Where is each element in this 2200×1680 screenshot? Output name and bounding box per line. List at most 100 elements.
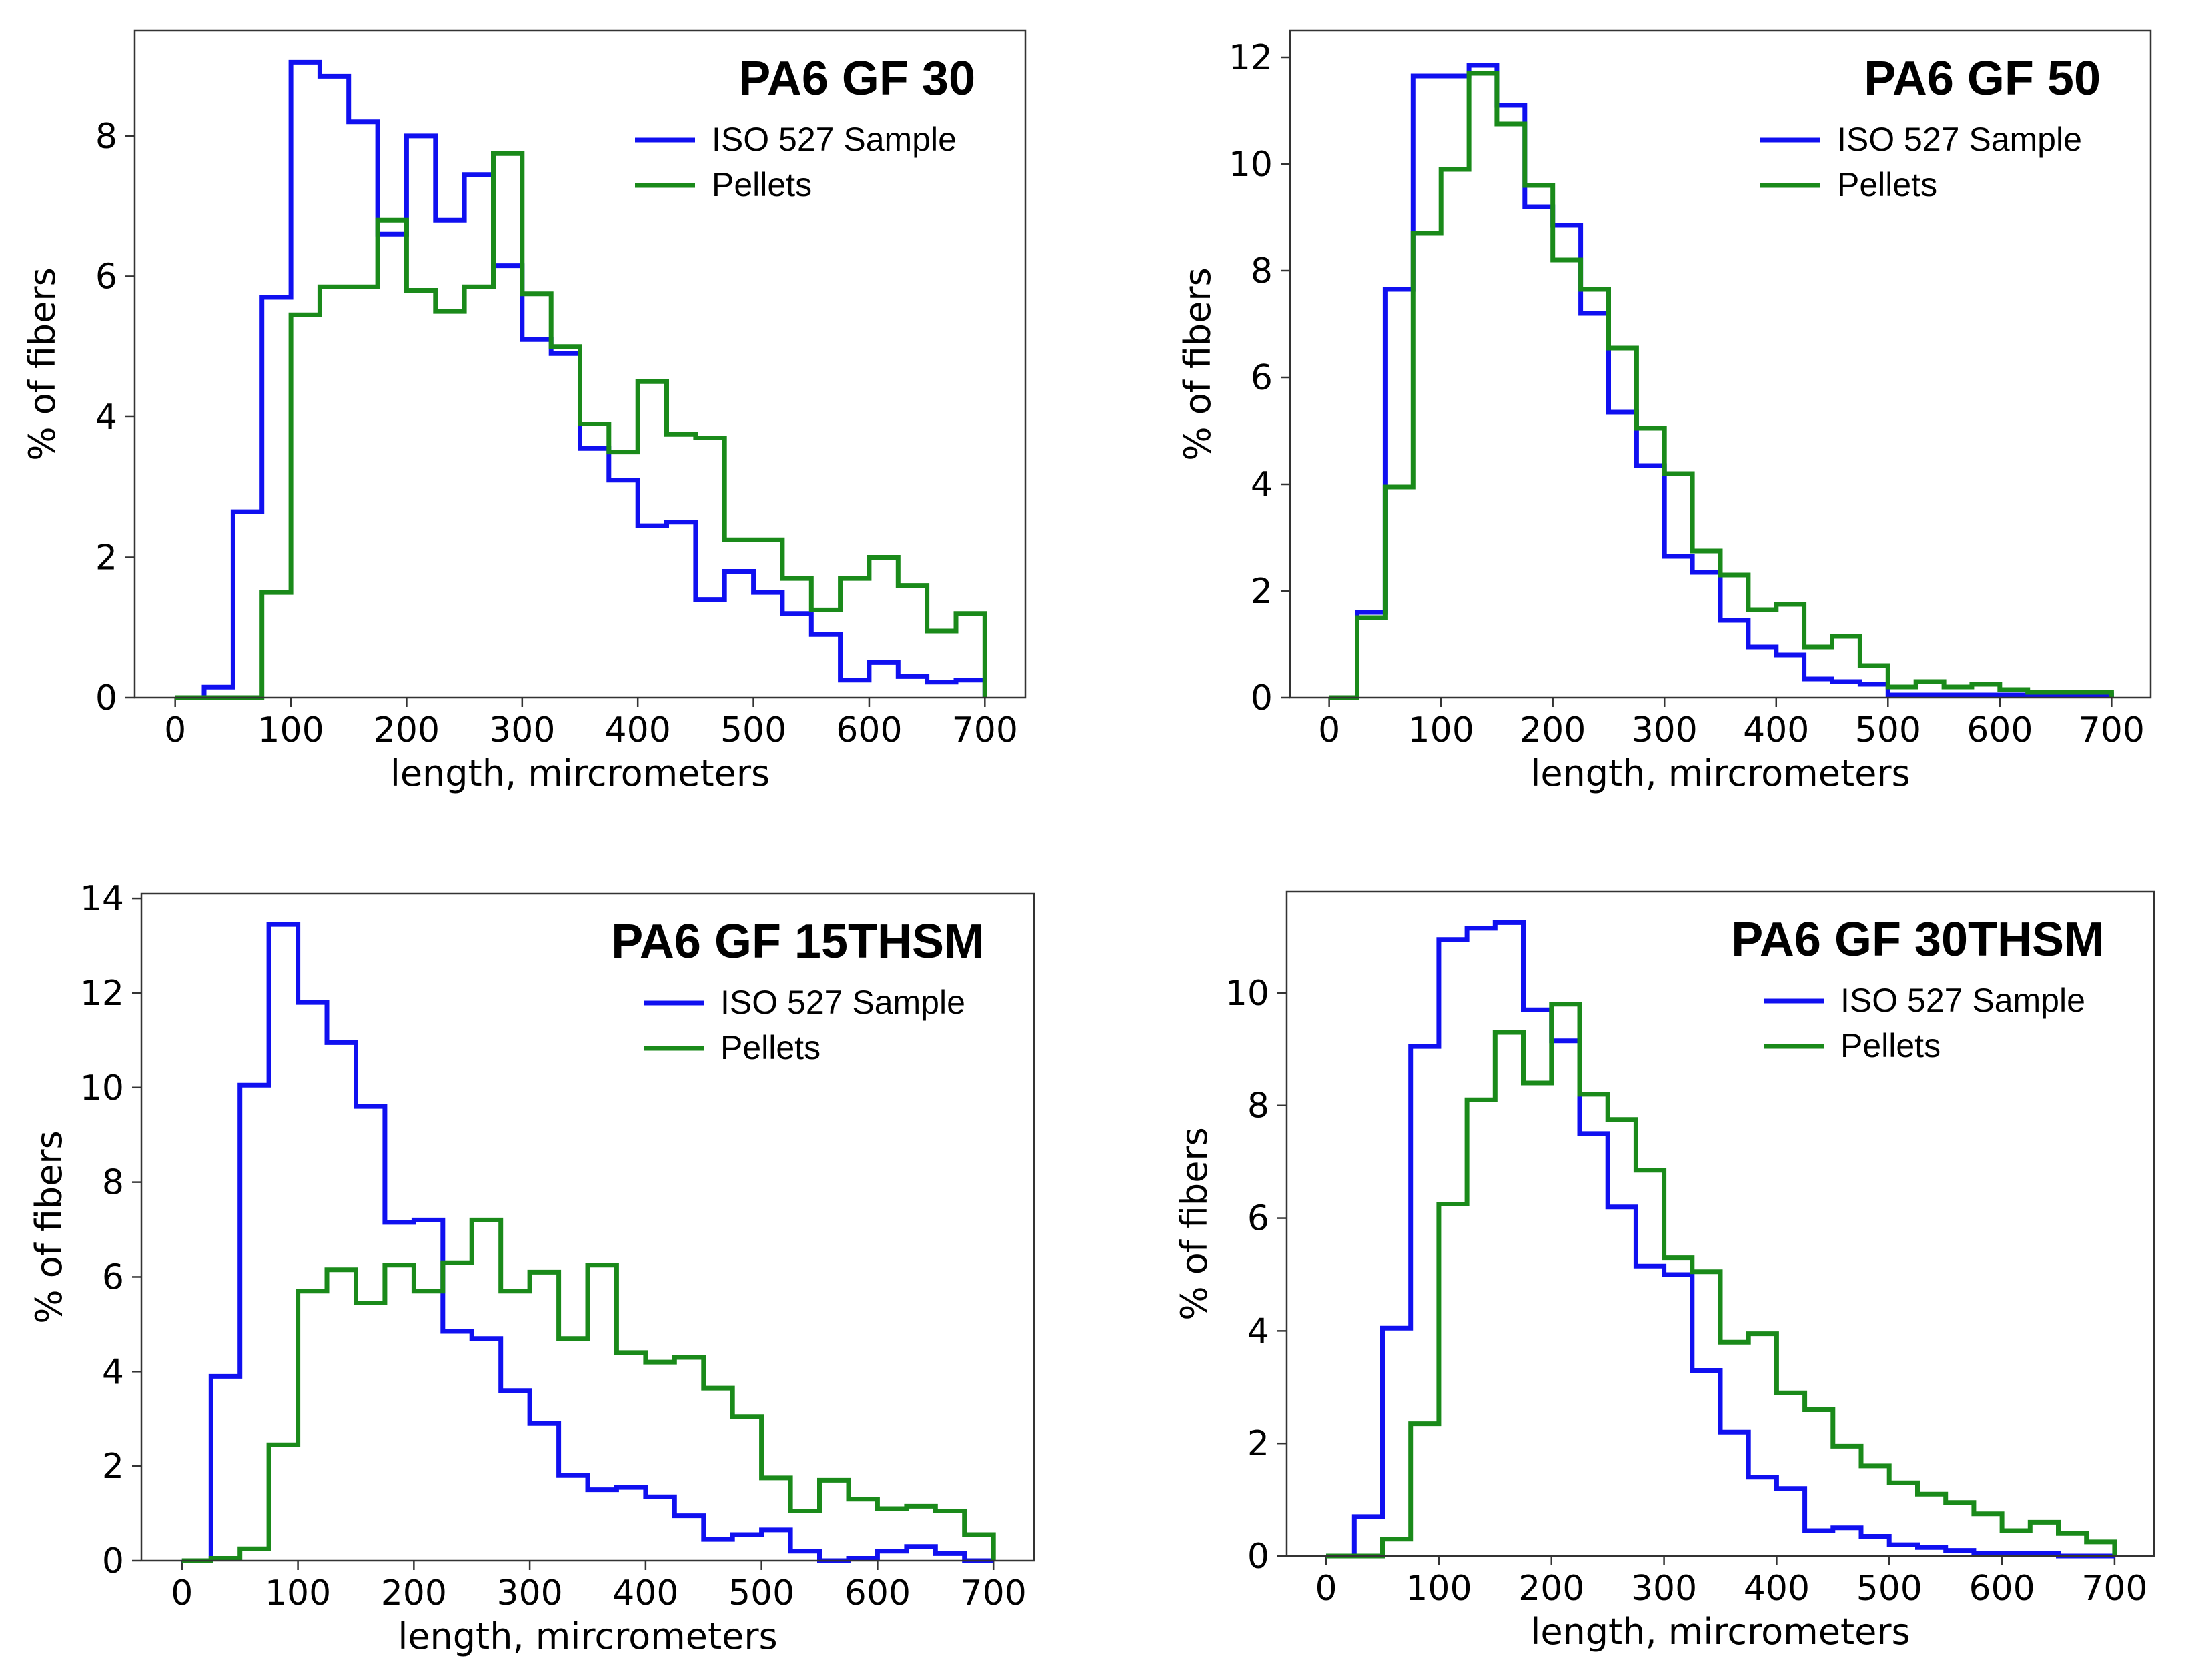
y-tick-label-6: 6 <box>95 257 117 297</box>
y-tick-label-0: 0 <box>102 1541 124 1581</box>
legend-label-pellets: Pellets <box>1837 166 1937 203</box>
y-tick-label-0: 0 <box>1247 1537 1269 1577</box>
chart-title: PA6 GF 50 <box>1864 52 2101 105</box>
x-tick-label-400: 400 <box>612 1573 678 1613</box>
tick-marks <box>1281 56 2113 707</box>
y-tick-label-0: 0 <box>1251 678 1273 718</box>
x-tick-label-600: 600 <box>845 1573 911 1613</box>
series-pellets <box>1326 1002 2117 1559</box>
y-tick-labels: 0 2 4 6 8 10 <box>1225 974 1269 1577</box>
y-tick-label-4: 4 <box>1251 465 1273 505</box>
series-pellets <box>1329 71 2114 700</box>
series-pellets <box>175 151 987 700</box>
x-tick-label-100: 100 <box>265 1573 331 1613</box>
x-tick-label-700: 700 <box>2081 1569 2147 1609</box>
y-tick-label-6: 6 <box>1247 1199 1269 1239</box>
legend: ISO 527 Sample Pellets <box>1760 121 2082 203</box>
x-tick-label-700: 700 <box>961 1573 1027 1613</box>
x-tick-label-0: 0 <box>171 1573 193 1613</box>
y-tick-labels: 0 2 4 6 8 10 12 14 <box>80 879 124 1581</box>
y-axis-label: % of fibers <box>28 1130 70 1324</box>
x-tick-labels: 0 100 200 300 400 500 600 700 <box>1318 710 2145 750</box>
y-tick-labels: 0 2 4 6 8 10 12 <box>1229 38 1273 718</box>
tick-marks <box>125 135 986 707</box>
x-tick-label-300: 300 <box>1632 710 1698 750</box>
x-tick-label-100: 100 <box>257 710 324 750</box>
y-axis-label: % of fibers <box>21 267 63 461</box>
series-iso-527-sample <box>1329 63 2114 700</box>
x-tick-label-300: 300 <box>489 710 555 750</box>
y-tick-label-4: 4 <box>1247 1311 1269 1351</box>
x-tick-label-400: 400 <box>1743 710 1809 750</box>
x-tick-labels: 0 100 200 300 400 500 600 700 <box>171 1573 1027 1613</box>
y-tick-label-10: 10 <box>1225 974 1269 1014</box>
x-tick-label-500: 500 <box>728 1573 794 1613</box>
x-tick-label-700: 700 <box>952 710 1018 750</box>
plot-frame <box>1289 29 2152 699</box>
y-tick-label-2: 2 <box>1251 572 1273 612</box>
series-lines <box>1326 920 2117 1559</box>
y-tick-label-4: 4 <box>95 397 117 438</box>
legend-label-iso-527-sample: ISO 527 Sample <box>720 984 965 1021</box>
x-tick-label-400: 400 <box>1744 1569 1810 1609</box>
legend-label-pellets: Pellets <box>720 1029 820 1066</box>
chart-svg: 0 100 200 300 400 500 600 700 0 2 4 6 8 10 12 length,… <box>1177 29 2152 794</box>
legend: ISO 527 Sample Pellets <box>635 121 957 203</box>
y-tick-label-4: 4 <box>102 1352 124 1392</box>
chart-panel-pa6-gf-30thsm: 0 100 200 300 400 500 600 700 0 2 4 6 8 10 length, m… <box>1100 840 2200 1680</box>
legend-label-iso-527-sample: ISO 527 Sample <box>1840 982 2085 1019</box>
legend-label-pellets: Pellets <box>712 166 812 203</box>
chart-svg: 0 100 200 300 400 500 600 700 0 2 4 6 8 length, mir… <box>21 29 1027 794</box>
legend-label-pellets: Pellets <box>1840 1027 1941 1064</box>
y-tick-label-2: 2 <box>95 538 117 578</box>
y-tick-label-0: 0 <box>95 678 117 718</box>
y-tick-labels: 0 2 4 6 8 <box>95 117 117 718</box>
chart-panel-pa6-gf-30: 0 100 200 300 400 500 600 700 0 2 4 6 8 length, mir… <box>0 0 1100 840</box>
series-iso-527-sample <box>175 59 987 700</box>
chart-svg: 0 100 200 300 400 500 600 700 0 2 4 6 8 10 length, m… <box>1173 890 2155 1653</box>
y-tick-label-8: 8 <box>1251 251 1273 291</box>
y-tick-label-2: 2 <box>1247 1424 1269 1464</box>
x-tick-label-100: 100 <box>1406 1569 1472 1609</box>
x-axis-label: length, mircrometers <box>390 752 770 794</box>
series-lines <box>181 922 996 1563</box>
chart-title: PA6 GF 30THSM <box>1731 913 2104 966</box>
x-tick-label-200: 200 <box>381 1573 447 1613</box>
series-iso-527-sample <box>181 922 994 1563</box>
tick-marks <box>1277 992 2116 1565</box>
plot-frame <box>133 29 1027 699</box>
x-axis-label: length, mircrometers <box>398 1615 777 1657</box>
x-tick-label-500: 500 <box>1855 710 1921 750</box>
x-tick-label-200: 200 <box>1518 1569 1584 1609</box>
y-tick-label-8: 8 <box>95 117 117 157</box>
x-tick-label-600: 600 <box>1969 1569 2035 1609</box>
chart-title: PA6 GF 30 <box>738 52 975 105</box>
y-tick-label-14: 14 <box>80 879 124 919</box>
x-tick-label-500: 500 <box>1856 1569 1922 1609</box>
x-tick-label-400: 400 <box>605 710 671 750</box>
y-axis-label: % of fibers <box>1173 1127 1215 1321</box>
x-tick-label-700: 700 <box>2079 710 2145 750</box>
y-tick-label-12: 12 <box>1229 38 1273 78</box>
plot-frame <box>1285 890 2155 1557</box>
plot-frame <box>140 892 1035 1562</box>
y-tick-label-8: 8 <box>1247 1086 1269 1126</box>
x-tick-label-600: 600 <box>1967 710 2033 750</box>
x-tick-label-600: 600 <box>836 710 902 750</box>
x-tick-labels: 0 100 200 300 400 500 600 700 <box>164 710 1018 750</box>
legend-label-iso-527-sample: ISO 527 Sample <box>712 121 957 158</box>
x-tick-label-0: 0 <box>1315 1569 1337 1609</box>
x-axis-label: length, mircrometers <box>1530 752 1910 794</box>
legend: ISO 527 Sample Pellets <box>644 984 965 1066</box>
y-tick-label-2: 2 <box>102 1447 124 1487</box>
x-tick-label-300: 300 <box>1631 1569 1697 1609</box>
x-tick-label-0: 0 <box>1318 710 1340 750</box>
chart-title: PA6 GF 15THSM <box>611 915 984 968</box>
chart-panel-pa6-gf-50: 0 100 200 300 400 500 600 700 0 2 4 6 8 10 12 length,… <box>1100 0 2200 840</box>
x-tick-label-300: 300 <box>496 1573 562 1613</box>
chart-svg: 0 100 200 300 400 500 600 700 0 2 4 6 8 10 12 14 lengt… <box>28 879 1035 1657</box>
y-axis-label: % of fibers <box>1177 267 1219 461</box>
legend: ISO 527 Sample Pellets <box>1764 982 2085 1064</box>
x-tick-label-0: 0 <box>164 710 186 750</box>
y-tick-label-10: 10 <box>1229 145 1273 185</box>
